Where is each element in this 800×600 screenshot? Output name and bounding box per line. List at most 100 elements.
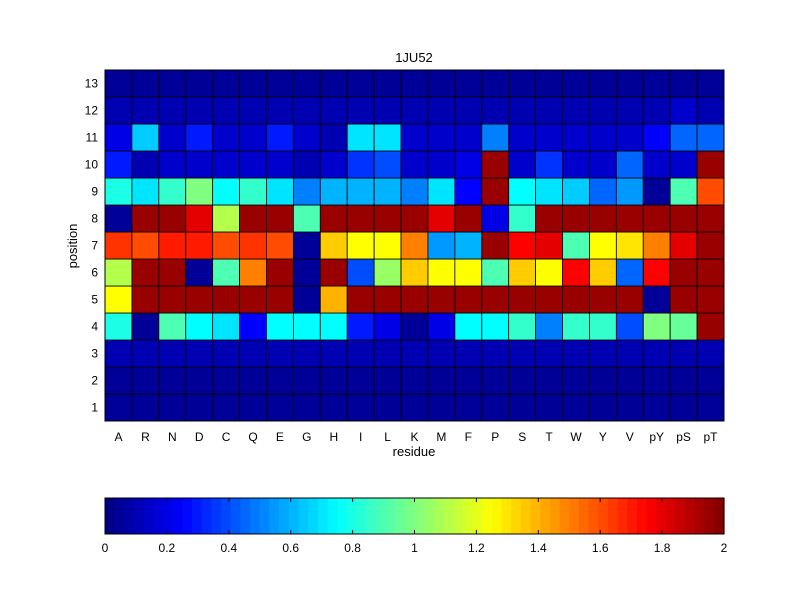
heatmap-cell xyxy=(104,69,133,98)
colorbar-segment xyxy=(385,498,396,534)
colorbar-segment xyxy=(395,498,406,534)
colorbar-tick-label: 1.6 xyxy=(592,541,609,555)
heatmap-cell xyxy=(642,69,671,98)
heatmap-cell xyxy=(642,96,671,125)
heatmap-cell xyxy=(185,96,214,125)
heatmap-cell xyxy=(292,285,321,314)
heatmap-cell xyxy=(319,177,348,206)
heatmap-cell xyxy=(508,285,537,314)
heatmap-cell xyxy=(427,204,456,233)
heatmap-cell xyxy=(427,393,456,422)
heatmap-cell xyxy=(696,204,725,233)
colorbar-segment xyxy=(182,498,193,534)
heatmap-cell xyxy=(319,366,348,395)
heatmap-cell xyxy=(346,366,375,395)
heatmap-cell xyxy=(562,312,590,341)
heatmap-cell xyxy=(400,231,429,260)
heatmap-cell xyxy=(589,177,617,206)
colorbar-segment xyxy=(462,498,474,534)
heatmap-cell xyxy=(427,312,456,341)
heatmap-cell xyxy=(131,96,160,125)
heatmap-cell xyxy=(535,123,563,152)
heatmap-cell xyxy=(346,96,375,125)
heatmap-cell xyxy=(454,312,483,341)
heatmap-cell xyxy=(319,96,348,125)
colorbar-segment xyxy=(298,498,309,534)
heatmap-cell xyxy=(239,204,267,233)
heatmap-cell xyxy=(373,339,402,368)
heatmap-cell xyxy=(346,69,375,98)
x-tick-label: L xyxy=(384,430,391,444)
heatmap-cell xyxy=(615,231,644,260)
heatmap-cell xyxy=(508,96,537,125)
heatmap-cell xyxy=(454,366,483,395)
heatmap-cell xyxy=(266,177,294,206)
heatmap-cell xyxy=(346,339,375,368)
heatmap-cell xyxy=(239,285,267,314)
heatmap-cell xyxy=(454,285,483,314)
colorbar-segment xyxy=(598,498,609,534)
heatmap-cell xyxy=(131,69,160,98)
x-tick-label: K xyxy=(410,430,418,444)
heatmap-cell xyxy=(400,258,429,287)
colorbar-segment xyxy=(530,498,541,534)
y-tick-label: 9 xyxy=(91,185,98,199)
heatmap-cell xyxy=(508,69,537,98)
y-axis-label: position xyxy=(65,224,80,269)
heatmap-cell xyxy=(185,285,214,314)
heatmap-cell xyxy=(669,339,698,368)
heatmap-cell xyxy=(131,204,160,233)
heatmap-cell xyxy=(158,204,187,233)
heatmap-cell xyxy=(292,204,321,233)
heatmap-cell xyxy=(346,204,375,233)
heatmap-cell xyxy=(373,123,402,152)
heatmap-cell xyxy=(615,312,644,341)
heatmap-cell xyxy=(696,285,725,314)
heatmap-cell xyxy=(104,312,133,341)
heatmap-cell xyxy=(642,204,671,233)
colorbar-segment xyxy=(404,498,416,534)
heatmap-cell xyxy=(589,231,617,260)
heatmap-cell xyxy=(266,285,294,314)
heatmap-cell xyxy=(319,123,348,152)
heatmap-cells xyxy=(104,69,725,422)
heatmap-cell xyxy=(535,69,563,98)
colorbar-segment xyxy=(308,498,319,534)
heatmap-cell xyxy=(104,258,133,287)
colorbar-tick-label: 0.6 xyxy=(282,541,299,555)
colorbar-segment xyxy=(520,498,532,534)
heatmap-cell xyxy=(669,366,698,395)
heatmap-cell xyxy=(669,393,698,422)
heatmap-cell xyxy=(427,96,456,125)
y-tick-label: 3 xyxy=(91,347,98,361)
heatmap-cell xyxy=(292,96,321,125)
heatmap-cell xyxy=(185,393,214,422)
heatmap-cell xyxy=(696,312,725,341)
heatmap-cell xyxy=(535,231,563,260)
heatmap-cell xyxy=(346,150,375,179)
heatmap-cell xyxy=(131,312,160,341)
chart-title: 1JU52 xyxy=(395,50,433,65)
heatmap-cell xyxy=(400,393,429,422)
heatmap-cell xyxy=(642,393,671,422)
heatmap-cell xyxy=(239,96,267,125)
heatmap-cell xyxy=(158,312,187,341)
heatmap-cell xyxy=(562,231,590,260)
heatmap-cell xyxy=(615,339,644,368)
y-tick-label: 4 xyxy=(91,320,98,334)
heatmap-cell xyxy=(185,339,214,368)
heatmap-cell xyxy=(400,339,429,368)
heatmap-cell xyxy=(158,258,187,287)
x-tick-label: R xyxy=(141,430,150,444)
colorbar-segment xyxy=(279,498,290,534)
heatmap-cell xyxy=(185,312,214,341)
heatmap-cell xyxy=(508,177,537,206)
heatmap-cell xyxy=(158,177,187,206)
x-tick-label: T xyxy=(545,430,553,444)
heatmap-cell xyxy=(454,393,483,422)
heatmap-cell xyxy=(239,312,267,341)
colorbar-segment xyxy=(694,498,706,534)
heatmap-cell xyxy=(562,393,590,422)
heatmap-cell xyxy=(266,366,294,395)
